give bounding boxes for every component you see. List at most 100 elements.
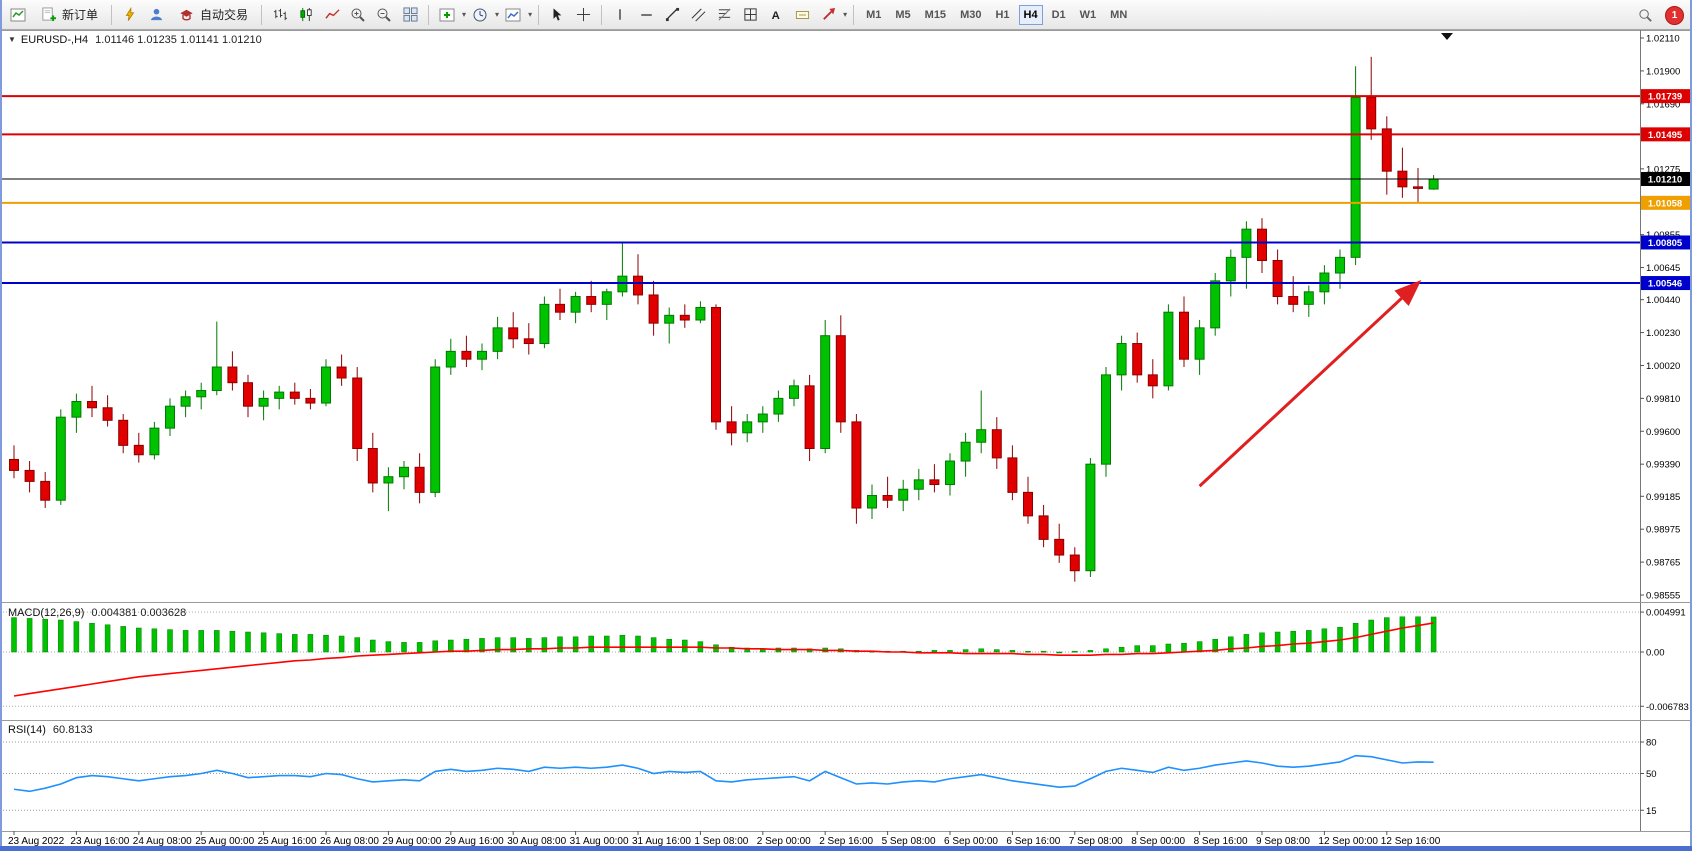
candlestick[interactable]: [991, 429, 1002, 459]
candlestick[interactable]: [1413, 186, 1423, 189]
timeframe-mn[interactable]: MN: [1105, 5, 1132, 25]
candlestick[interactable]: [757, 413, 768, 423]
candlestick[interactable]: [352, 377, 363, 450]
candlestick[interactable]: [929, 479, 940, 486]
label-icon[interactable]: [790, 3, 814, 27]
candlestick[interactable]: [804, 385, 815, 450]
zoom-out-icon[interactable]: [372, 3, 396, 27]
candlestick[interactable]: [1272, 259, 1283, 298]
candlestick[interactable]: [1194, 327, 1205, 360]
candlestick[interactable]: [711, 306, 721, 423]
candlestick[interactable]: [508, 327, 519, 340]
chart-window[interactable]: 1.021101.019001.016901.012751.008551.006…: [0, 30, 1692, 851]
candlestick[interactable]: [40, 480, 51, 501]
candlestick[interactable]: [461, 350, 472, 360]
chart-shift-marker[interactable]: [1441, 33, 1453, 40]
candlestick[interactable]: [1428, 178, 1439, 190]
candlestick[interactable]: [1303, 291, 1314, 305]
timeframe-w1[interactable]: W1: [1075, 5, 1102, 25]
candlestick[interactable]: [180, 396, 191, 407]
candlestick[interactable]: [243, 382, 253, 407]
candlestick[interactable]: [9, 458, 19, 471]
candlestick[interactable]: [1069, 554, 1080, 572]
candlestick[interactable]: [742, 421, 753, 434]
candlestick[interactable]: [55, 416, 66, 501]
candlestick[interactable]: [289, 391, 300, 399]
candlestick-icon[interactable]: [294, 3, 318, 27]
chevron-down-icon[interactable]: ▾: [843, 10, 848, 19]
candlestick[interactable]: [258, 397, 269, 407]
candlestick[interactable]: [726, 421, 737, 434]
candlestick[interactable]: [430, 366, 441, 493]
zoom-in-icon[interactable]: [346, 3, 370, 27]
candlestick[interactable]: [945, 460, 955, 486]
bar-chart-icon[interactable]: [268, 3, 292, 27]
candlestick[interactable]: [664, 314, 675, 324]
candlestick[interactable]: [24, 469, 35, 482]
timeframe-m5[interactable]: M5: [890, 5, 915, 25]
candlestick[interactable]: [555, 303, 565, 313]
candlestick[interactable]: [913, 479, 924, 490]
chevron-down-icon[interactable]: ▾: [462, 10, 467, 19]
candlestick[interactable]: [367, 448, 378, 484]
candlestick[interactable]: [305, 397, 316, 404]
candlestick[interactable]: [1147, 374, 1158, 387]
crosshair-icon[interactable]: [571, 3, 595, 27]
candlestick[interactable]: [336, 366, 347, 379]
chart-window-icon[interactable]: [6, 3, 30, 27]
timeframe-d1[interactable]: D1: [1047, 5, 1071, 25]
candlestick[interactable]: [1257, 228, 1267, 261]
candlestick[interactable]: [1085, 463, 1096, 572]
candlestick[interactable]: [1023, 491, 1033, 517]
candlestick[interactable]: [321, 366, 331, 404]
candlestick[interactable]: [196, 390, 207, 398]
shapes-icon[interactable]: [738, 3, 762, 27]
indicators-icon[interactable]: [435, 3, 459, 27]
candlestick[interactable]: [648, 294, 659, 324]
candlestick[interactable]: [118, 419, 129, 446]
timeframe-h1[interactable]: H1: [990, 5, 1014, 25]
candlestick[interactable]: [1225, 256, 1236, 282]
candlestick[interactable]: [695, 306, 706, 321]
candlestick[interactable]: [227, 366, 238, 384]
candlestick[interactable]: [898, 488, 909, 501]
candlestick[interactable]: [1163, 311, 1174, 387]
candlestick[interactable]: [570, 296, 581, 313]
candlestick[interactable]: [102, 407, 113, 421]
profile-icon[interactable]: [144, 3, 168, 27]
candlestick[interactable]: [773, 397, 784, 415]
candlestick[interactable]: [835, 335, 846, 423]
candlestick[interactable]: [633, 275, 643, 296]
candlestick[interactable]: [1210, 280, 1221, 329]
candlestick[interactable]: [1038, 515, 1049, 540]
candlestick[interactable]: [789, 385, 799, 399]
trendline-icon[interactable]: [660, 3, 684, 27]
candlestick[interactable]: [71, 400, 82, 418]
cursor-icon[interactable]: [545, 3, 569, 27]
candlestick[interactable]: [414, 466, 425, 493]
vertical-line-icon[interactable]: [608, 3, 632, 27]
candlestick[interactable]: [820, 335, 831, 450]
candlestick[interactable]: [851, 421, 862, 509]
candlestick[interactable]: [1179, 311, 1189, 360]
candlestick[interactable]: [274, 391, 285, 399]
candlestick[interactable]: [149, 427, 160, 456]
candlestick[interactable]: [1335, 256, 1345, 274]
candlestick[interactable]: [1366, 97, 1377, 130]
new-order-button[interactable]: 新订单: [32, 4, 105, 26]
auto-trading-button[interactable]: 自动交易: [170, 4, 255, 26]
candlestick[interactable]: [383, 476, 394, 484]
candlestick[interactable]: [399, 466, 409, 478]
chart-canvas[interactable]: 1.021101.019001.016901.012751.008551.006…: [0, 30, 1692, 851]
notification-badge[interactable]: 1: [1665, 5, 1684, 25]
candlestick[interactable]: [586, 296, 597, 305]
timeframe-m15[interactable]: M15: [920, 5, 951, 25]
candlestick[interactable]: [1350, 97, 1361, 258]
timeframe-m1[interactable]: M1: [861, 5, 886, 25]
timeframe-m30[interactable]: M30: [955, 5, 986, 25]
candlestick[interactable]: [165, 405, 175, 429]
periods-icon[interactable]: [468, 3, 492, 27]
candlestick[interactable]: [1101, 374, 1111, 465]
candlestick[interactable]: [679, 314, 690, 321]
text-icon[interactable]: A: [764, 3, 788, 27]
